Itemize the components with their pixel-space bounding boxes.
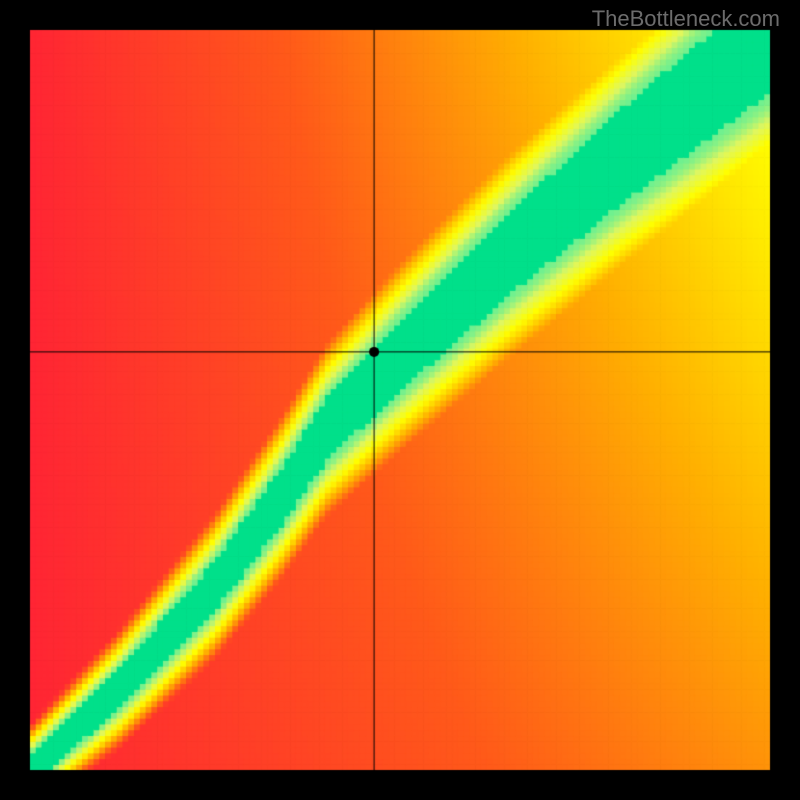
bottleneck-heatmap [0,0,800,800]
watermark-text: TheBottleneck.com [592,6,780,32]
chart-container: { "watermark": "TheBottleneck.com", "cha… [0,0,800,800]
